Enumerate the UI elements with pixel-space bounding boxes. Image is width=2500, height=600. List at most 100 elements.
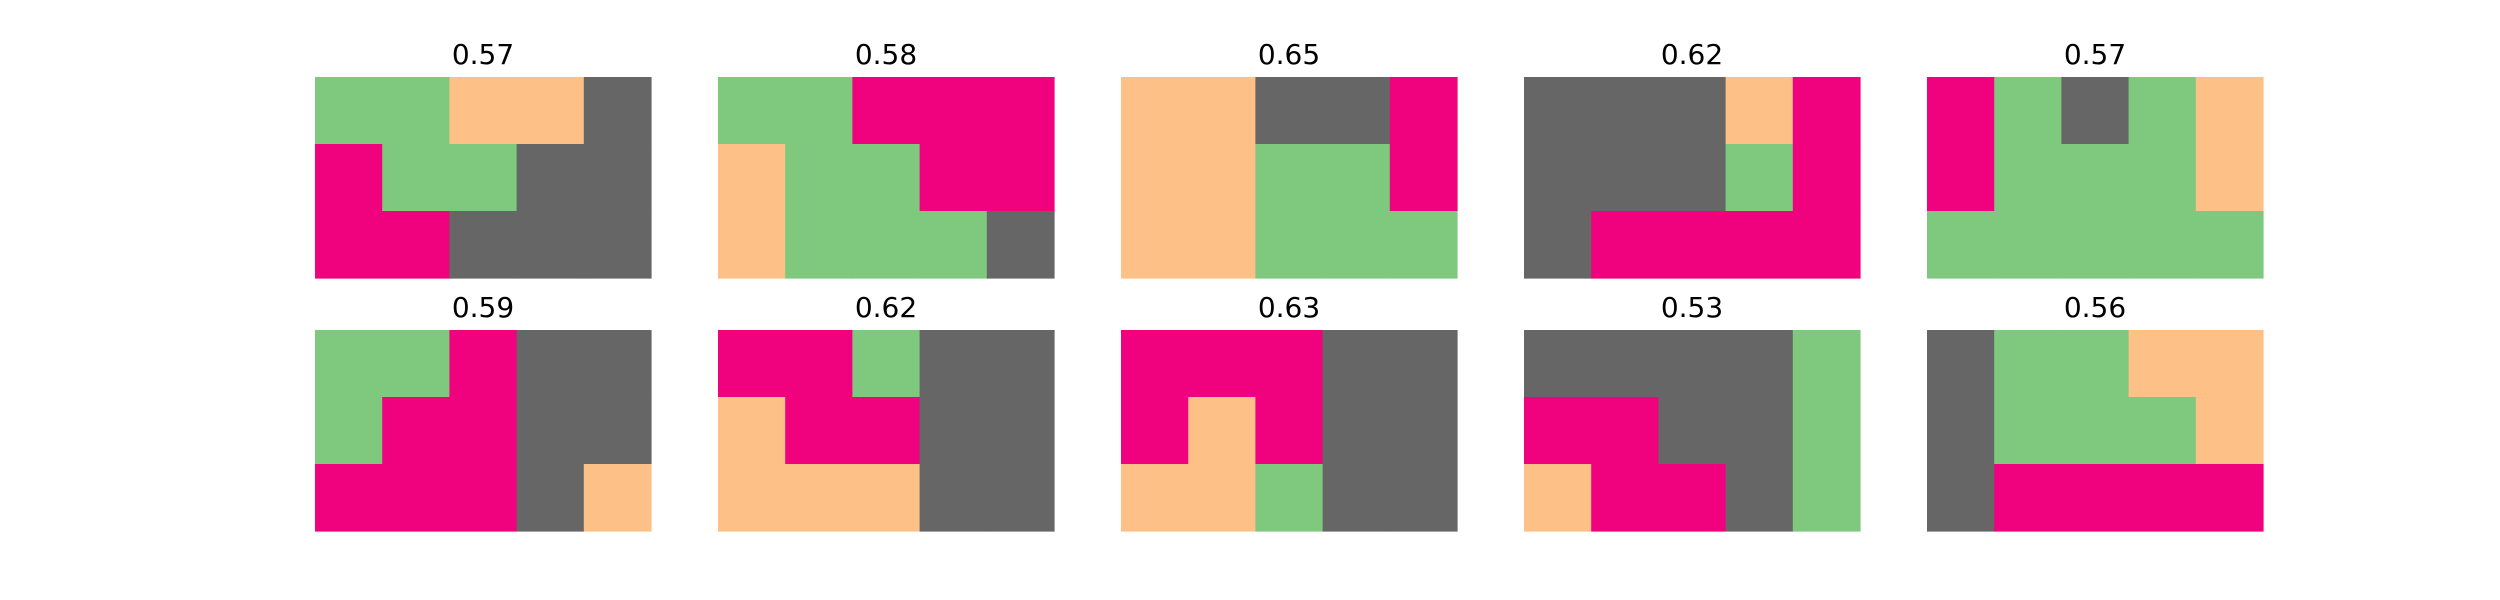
- grid-cell: [382, 144, 450, 212]
- grid-cell: [1121, 144, 1189, 212]
- grid-cell: [1994, 211, 2062, 279]
- grid-cell: [1725, 144, 1794, 212]
- grid-cell: [2195, 397, 2264, 465]
- grid-cell: [2128, 211, 2197, 279]
- grid-cell: [1121, 330, 1189, 398]
- grid-cell: [1322, 330, 1391, 398]
- grid-cell: [852, 211, 921, 279]
- grid-cell: [2195, 77, 2264, 145]
- grid-cell: [852, 330, 921, 398]
- grid-cell: [1591, 211, 1659, 279]
- grid-cell: [382, 211, 450, 279]
- grid-cell: [449, 464, 518, 532]
- panel-title: 0.53: [1661, 291, 1723, 324]
- panel-7: 0.62: [718, 291, 1055, 532]
- grid-cell: [785, 77, 853, 145]
- panel-9: 0.53: [1524, 291, 1861, 532]
- panel-1: 0.57: [315, 38, 652, 279]
- panel-title: 0.58: [855, 38, 917, 71]
- grid-cell: [516, 397, 585, 465]
- grid-cell: [382, 330, 450, 398]
- grid-cell: [449, 330, 518, 398]
- panel-3: 0.65: [1121, 38, 1458, 279]
- grid-cell: [919, 464, 988, 532]
- grid-cell: [449, 397, 518, 465]
- grid-cell: [1255, 330, 1324, 398]
- panel-title: 0.63: [1258, 291, 1320, 324]
- grid-cell: [1255, 144, 1324, 212]
- panel-title: 0.59: [452, 291, 514, 324]
- grid-cell: [852, 77, 921, 145]
- grid-cell: [2061, 211, 2130, 279]
- grid-cell: [315, 397, 383, 465]
- grid-cell: [1255, 464, 1324, 532]
- grid-cell: [785, 211, 853, 279]
- grid-cell: [785, 144, 853, 212]
- grid-cell: [718, 211, 786, 279]
- grid-cell: [449, 144, 518, 212]
- grid-cell: [1121, 464, 1189, 532]
- grid-cell: [1524, 144, 1592, 212]
- grid-cell: [1658, 144, 1727, 212]
- grid-cell: [2128, 330, 2197, 398]
- grid-cell: [1927, 330, 1995, 398]
- grid-cell: [1658, 464, 1727, 532]
- grid-cell: [718, 77, 786, 145]
- grid-cell: [1658, 77, 1727, 145]
- panel-title: 0.62: [1661, 38, 1723, 71]
- grid-cell: [1322, 464, 1391, 532]
- grid-cell: [382, 77, 450, 145]
- grid-cell: [785, 330, 853, 398]
- grid-cell: [1255, 397, 1324, 465]
- grid-cell: [1725, 330, 1794, 398]
- grid-cell: [1389, 330, 1458, 398]
- grid-cell: [1121, 211, 1189, 279]
- grid-cell: [2061, 397, 2130, 465]
- grid-cell: [1658, 397, 1727, 465]
- panel-5: 0.57: [1927, 38, 2264, 279]
- grid-cell: [2128, 397, 2197, 465]
- grid-cell: [1591, 77, 1659, 145]
- grid-cell: [583, 330, 652, 398]
- grid-cell: [382, 397, 450, 465]
- grid-cell: [1927, 77, 1995, 145]
- grid-cell: [1322, 77, 1391, 145]
- grid-cell: [785, 464, 853, 532]
- grid-cell: [2128, 464, 2197, 532]
- grid-cell: [1524, 77, 1592, 145]
- grid-cell: [1927, 211, 1995, 279]
- panel-2: 0.58: [718, 38, 1055, 279]
- grid-cell: [583, 211, 652, 279]
- grid-cell: [1188, 330, 1256, 398]
- grid-cell: [516, 144, 585, 212]
- grid-cell: [1322, 211, 1391, 279]
- grid-cell: [718, 330, 786, 398]
- grid-cell: [1121, 397, 1189, 465]
- grid-cell: [986, 144, 1055, 212]
- grid-cell: [1927, 397, 1995, 465]
- grid-cell: [1188, 144, 1256, 212]
- grid-cell: [1255, 211, 1324, 279]
- grid-cell: [1792, 464, 1861, 532]
- grid-cell: [785, 397, 853, 465]
- panel-10: 0.56: [1927, 291, 2264, 532]
- grid-cell: [1188, 464, 1256, 532]
- grid-cell: [1255, 77, 1324, 145]
- grid-cell: [315, 77, 383, 145]
- grid-cell: [449, 211, 518, 279]
- panel-title: 0.65: [1258, 38, 1320, 71]
- grid-cell: [852, 397, 921, 465]
- grid-cell: [1994, 397, 2062, 465]
- grid-cell: [1994, 144, 2062, 212]
- grid-cell: [986, 77, 1055, 145]
- grid-cell: [1792, 211, 1861, 279]
- grid-cell: [1792, 397, 1861, 465]
- grid-cell: [2061, 77, 2130, 145]
- grid-cell: [718, 397, 786, 465]
- grid-cell: [1322, 144, 1391, 212]
- grid-cell: [1188, 77, 1256, 145]
- grid-cell: [516, 330, 585, 398]
- panel-title: 0.57: [2064, 38, 2126, 71]
- grid-cell: [449, 77, 518, 145]
- panel-title: 0.57: [452, 38, 514, 71]
